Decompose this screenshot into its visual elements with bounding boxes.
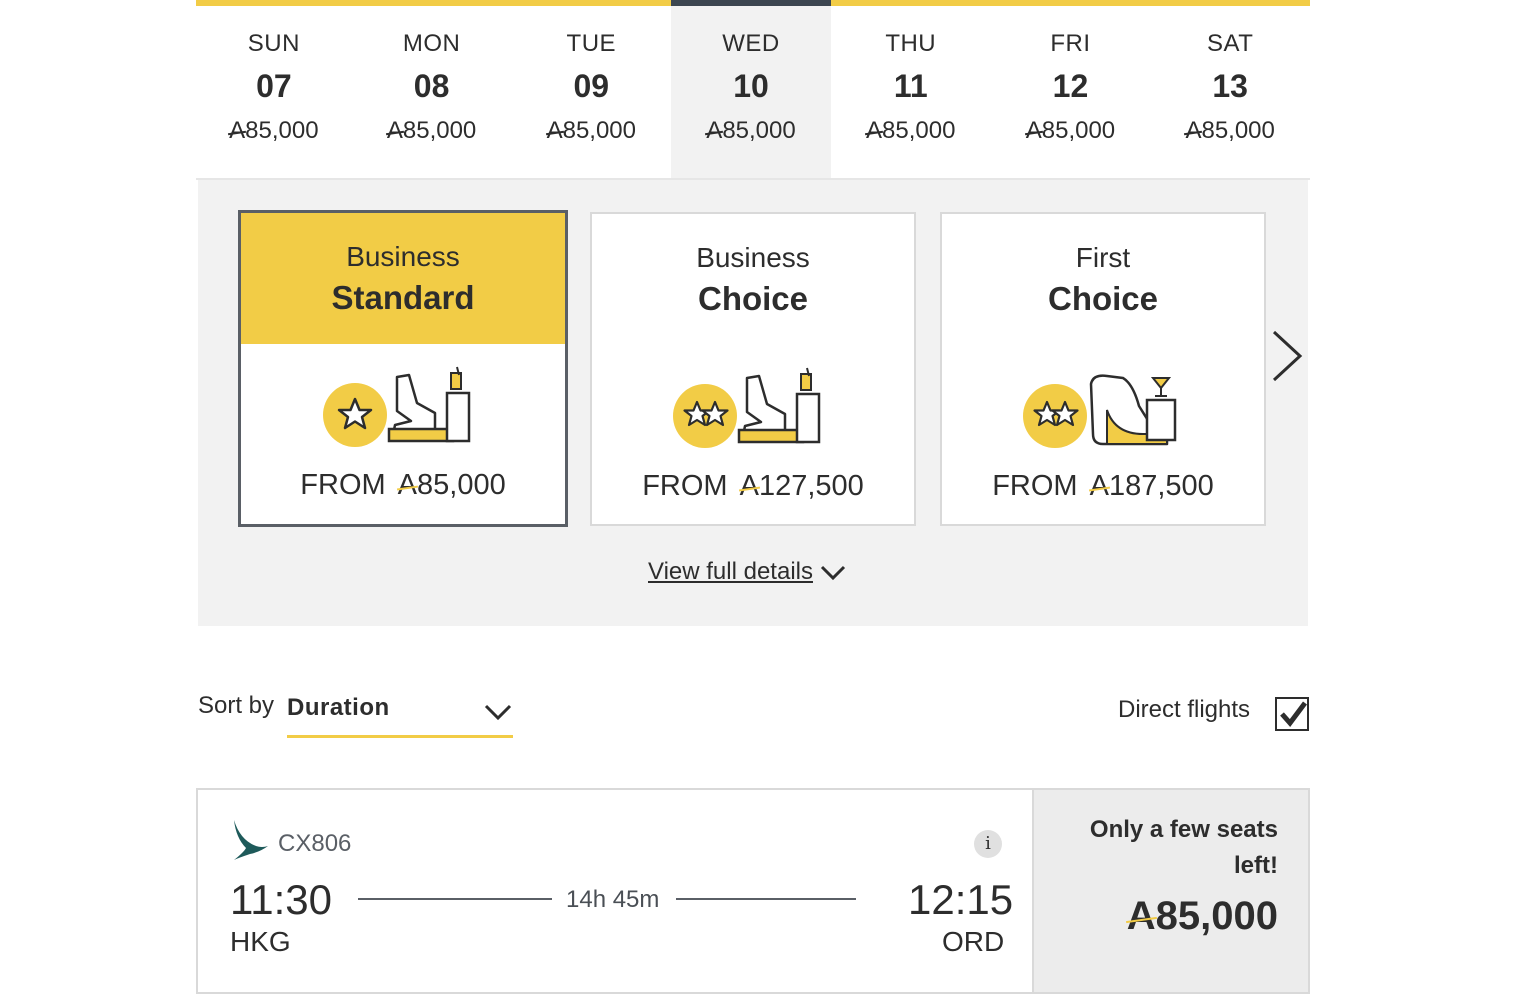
sort-value: Duration — [287, 694, 390, 721]
availability-notice: Only a few seats left! — [1089, 816, 1278, 879]
fare-card-first-choice[interactable]: First Choice FROM A187,500 — [940, 212, 1266, 526]
currency-icon: A — [1025, 117, 1042, 144]
flight-duration: 14h 45m — [566, 886, 660, 913]
info-icon[interactable]: i — [974, 830, 1002, 858]
sort-label: Sort by — [198, 692, 275, 719]
flight-result-card: CX806 i 11:30 HKG 14h 45m 12:15 ORD Only… — [196, 788, 1310, 994]
chevron-down-icon — [820, 565, 846, 580]
date-price: A85,000 — [1025, 117, 1116, 144]
date-price: A85,000 — [386, 117, 477, 144]
fare-from-price: FROM A85,000 — [300, 469, 506, 501]
date-price: A85,000 — [866, 117, 956, 144]
date-cell-mon[interactable]: MON 08 A85,000 — [351, 0, 512, 178]
currency-icon: A — [397, 469, 417, 501]
fare-tier: Choice — [697, 280, 809, 317]
flight-fare-select[interactable]: Only a few seats left! A85,000 — [1032, 790, 1308, 992]
date-dow: THU — [885, 30, 937, 57]
date-dow: MON — [402, 30, 461, 57]
chevron-right-icon[interactable] — [1266, 328, 1306, 384]
business-seat-icon — [323, 366, 471, 447]
currency-icon: A — [739, 470, 759, 502]
currency-icon: A — [1185, 117, 1202, 144]
date-price: A85,000 — [229, 117, 319, 144]
flight-number: CX806 — [278, 830, 352, 857]
arrival-airport: ORD — [942, 926, 1005, 957]
sort-dropdown[interactable]: Duration — [287, 688, 513, 738]
fare-family-panel: Business Standard FROM A85,000 Business C… — [198, 180, 1308, 626]
date-day: 11 — [893, 68, 928, 104]
date-cell-sun[interactable]: SUN 07 A85,000 — [196, 0, 352, 178]
flight-price: A85,000 — [1126, 894, 1278, 938]
fare-cabin: First — [1075, 242, 1131, 273]
fare-from-price: FROM A127,500 — [642, 470, 864, 502]
direct-flights-checkbox[interactable] — [1275, 697, 1309, 731]
arrival-time: 12:15 — [908, 876, 1014, 923]
date-price: A85,000 — [706, 117, 796, 144]
flight-details[interactable]: CX806 i 11:30 HKG 14h 45m 12:15 ORD — [198, 790, 1032, 992]
currency-icon: A — [546, 117, 563, 144]
date-price: A85,000 — [546, 117, 636, 144]
date-cell-fri[interactable]: FRI 12 A85,000 — [990, 0, 1151, 178]
date-dow: SAT — [1206, 30, 1254, 57]
fare-card-header: First Choice — [942, 214, 1264, 344]
date-dow: WED — [722, 30, 780, 57]
currency-icon: A — [1089, 470, 1109, 502]
date-day: 10 — [733, 68, 769, 104]
date-day: 13 — [1212, 68, 1248, 104]
departure-airport: HKG — [230, 926, 291, 957]
fare-tier: Standard — [331, 279, 475, 316]
date-day: 08 — [413, 68, 450, 104]
date-dow: FRI — [1050, 30, 1091, 57]
date-selector: SUN 07 A85,000 MON 08 A85,000 TUE 09 A85… — [196, 0, 1311, 180]
fare-tier: Choice — [1047, 280, 1159, 317]
date-cell-wed[interactable]: WED 10 A85,000 — [671, 0, 831, 178]
first-class-seat-icon — [1023, 374, 1177, 448]
fare-card-header: Business Standard — [241, 213, 565, 344]
route-line — [676, 898, 856, 900]
fare-cabin: Business — [346, 241, 460, 272]
currency-icon: A — [866, 117, 883, 144]
currency-icon: A — [229, 117, 246, 144]
fare-card-business-choice[interactable]: Business Choice FROM A127,500 — [590, 212, 916, 526]
fare-card-header: Business Choice — [592, 214, 914, 344]
date-dow: TUE — [566, 30, 617, 57]
fare-from-price: FROM A187,500 — [992, 470, 1214, 502]
date-cell-tue[interactable]: TUE 09 A85,000 — [511, 0, 672, 178]
route-line — [358, 898, 552, 900]
chevron-down-icon — [484, 704, 512, 721]
currency-icon: A — [706, 117, 723, 144]
business-seat-icon — [673, 367, 821, 448]
departure-time: 11:30 — [230, 876, 332, 923]
date-day: 09 — [573, 68, 610, 104]
date-price: A85,000 — [1185, 117, 1275, 144]
checkmark-icon — [1280, 701, 1307, 727]
date-dow: SUN — [247, 30, 300, 57]
date-day: 07 — [256, 68, 292, 104]
cathay-pacific-logo-icon — [234, 820, 268, 860]
date-cell-thu[interactable]: THU 11 A85,000 — [830, 0, 991, 178]
view-full-details-link[interactable]: View full details — [648, 558, 847, 586]
currency-icon: A — [386, 117, 403, 144]
date-cell-sat[interactable]: SAT 13 A85,000 — [1150, 0, 1311, 178]
fare-cabin: Business — [696, 242, 810, 273]
date-day: 12 — [1052, 68, 1089, 104]
direct-flights-label: Direct flights — [1118, 696, 1251, 723]
fare-card-business-standard[interactable]: Business Standard FROM A85,000 — [238, 210, 568, 527]
currency-icon: A — [1126, 894, 1156, 938]
